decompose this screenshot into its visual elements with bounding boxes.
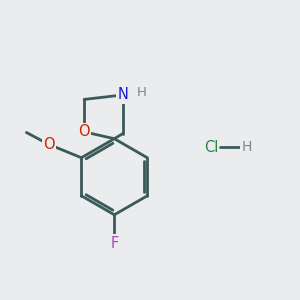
Text: H: H: [136, 86, 146, 99]
Text: O: O: [78, 124, 90, 140]
Text: N: N: [117, 88, 128, 103]
Text: H: H: [242, 140, 252, 154]
Text: Cl: Cl: [204, 140, 218, 154]
Text: O: O: [43, 137, 55, 152]
Text: F: F: [110, 236, 118, 250]
